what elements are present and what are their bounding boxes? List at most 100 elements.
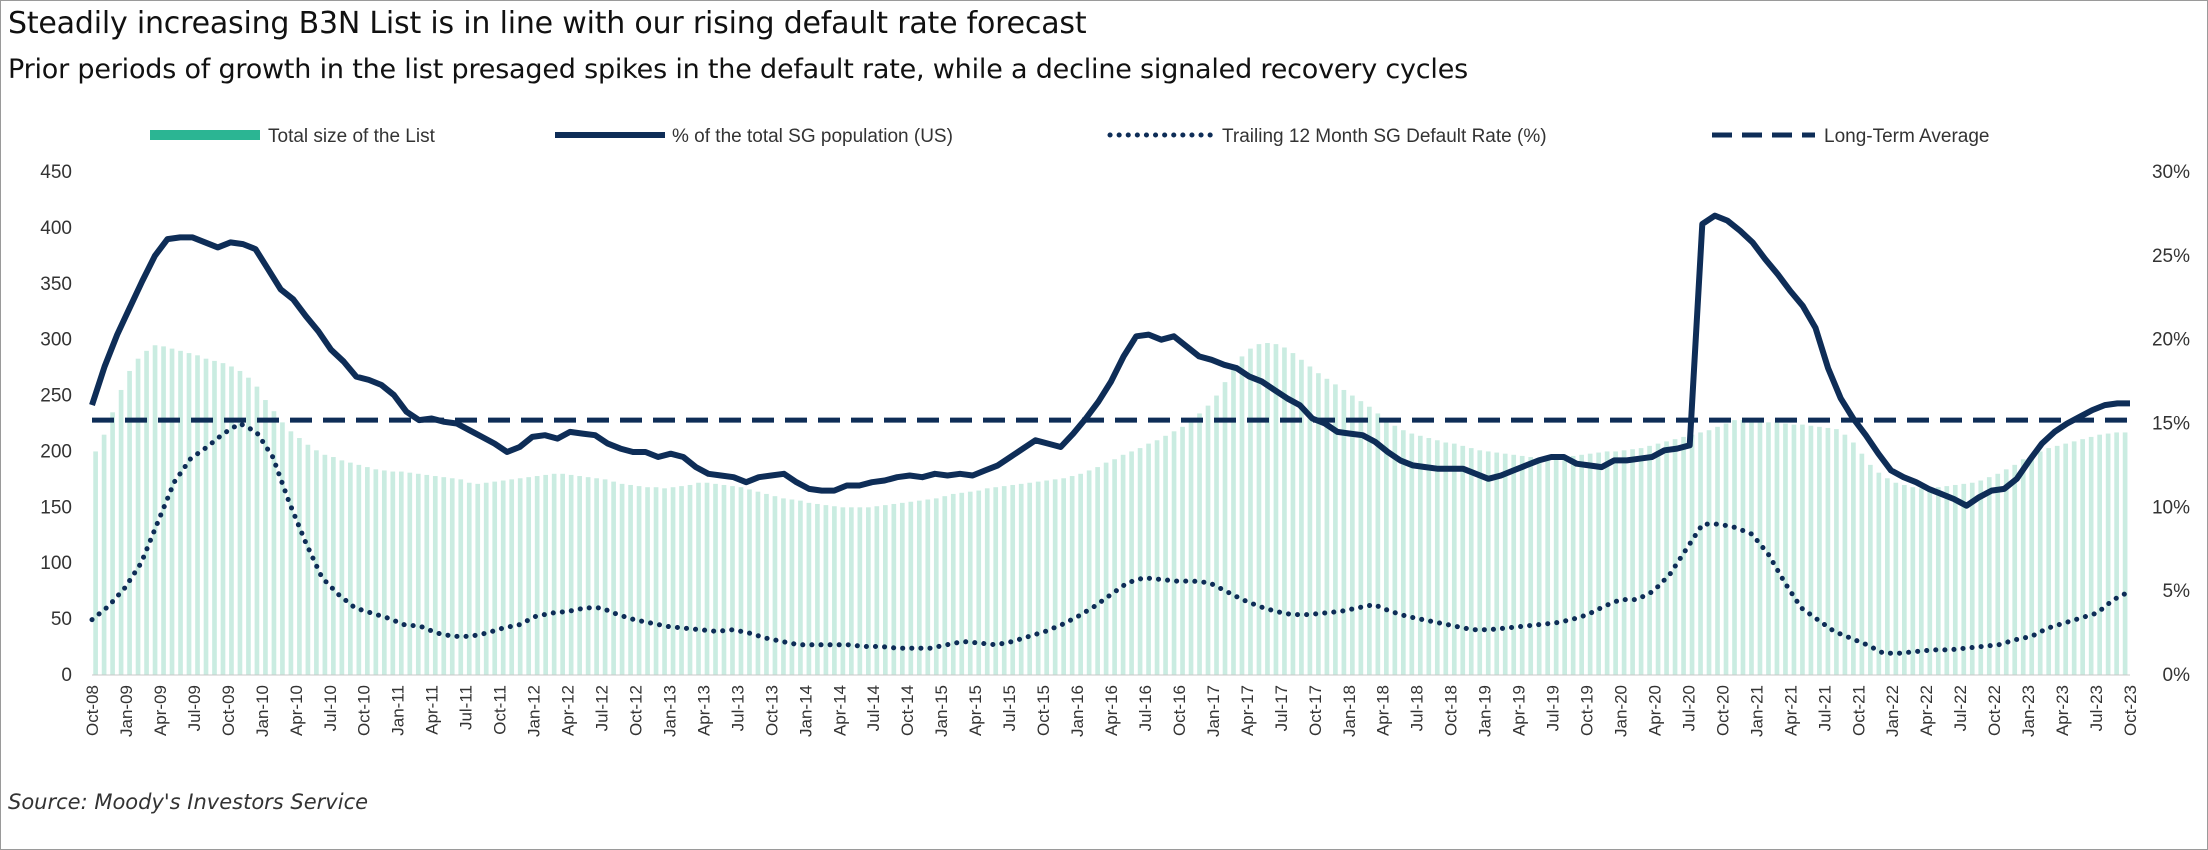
list-size-bar <box>721 484 727 675</box>
list-size-bar <box>1596 452 1601 675</box>
y-left-tick-label: 50 <box>51 609 72 630</box>
list-size-bar <box>1519 455 1525 675</box>
list-size-bar <box>1893 482 1899 675</box>
list-size-bar <box>339 460 345 675</box>
list-size-bar <box>297 438 302 675</box>
list-size-bar <box>220 363 226 675</box>
list-size-bar <box>1902 484 1907 675</box>
list-size-bar <box>1350 395 1355 675</box>
list-size-bar <box>611 481 616 675</box>
x-tick-label: Jul-20 <box>1679 685 1698 731</box>
x-tick-label: Jul-16 <box>1136 685 1155 731</box>
list-size-bar <box>1808 425 1814 675</box>
x-tick-label: Oct-10 <box>355 685 374 736</box>
x-tick-label: Jan-21 <box>1747 685 1766 737</box>
list-size-bar <box>1129 451 1134 675</box>
list-size-bar <box>1706 430 1712 675</box>
list-size-bar <box>1299 359 1304 675</box>
x-tick-label: Oct-23 <box>2121 685 2140 736</box>
list-size-bar <box>1112 459 1117 675</box>
list-size-bar <box>1197 413 1202 675</box>
list-size-bar <box>950 493 956 675</box>
x-tick-label: Apr-09 <box>151 685 170 736</box>
list-size-bar <box>2080 439 2085 675</box>
x-tick-label: Oct-11 <box>491 685 510 735</box>
list-size-bar <box>1061 478 1066 675</box>
list-size-bar <box>585 477 591 675</box>
list-size-bar <box>662 488 667 675</box>
list-size-bar <box>195 355 200 675</box>
list-size-bar <box>2063 443 2069 675</box>
list-size-bar <box>407 472 413 675</box>
list-size-bar <box>747 489 752 675</box>
list-size-bar <box>993 487 999 675</box>
x-tick-label: Apr-14 <box>830 685 849 736</box>
list-size-bar <box>475 483 481 675</box>
list-size-bar <box>543 474 548 675</box>
list-size-bar <box>916 500 922 675</box>
list-size-bar <box>1723 423 1729 675</box>
list-size-bar <box>1052 479 1058 675</box>
chart-svg: 0 50 100 150 200 250 300 350 400 450 0% 5% 10% 15% 20%… <box>40 126 2191 737</box>
list-size-bar <box>1944 486 1950 675</box>
list-size-bar <box>1137 448 1143 675</box>
list-size-bar <box>322 454 328 675</box>
list-size-bar <box>1460 445 1466 675</box>
list-size-bar <box>1188 420 1194 675</box>
list-size-bar <box>1766 422 1771 675</box>
list-size-bar <box>1885 478 1890 675</box>
list-size-bar <box>1341 389 1347 675</box>
y-left-tick-label: 200 <box>40 441 72 462</box>
list-size-bar <box>1528 457 1534 675</box>
y-left-tick-label: 250 <box>40 386 72 407</box>
x-tick-label: Oct-21 <box>1849 685 1868 736</box>
list-size-bar <box>645 487 650 675</box>
x-tick-label: Oct-09 <box>219 685 238 736</box>
list-size-bar <box>1248 348 1253 675</box>
y-right-tick-label: 20% <box>2152 330 2190 351</box>
x-tick-label: Apr-17 <box>1238 685 1257 736</box>
list-size-bar <box>781 498 786 675</box>
x-tick-label: Jan-14 <box>796 685 815 737</box>
x-tick-label: Jan-16 <box>1068 685 1087 737</box>
list-size-bar <box>1579 454 1584 675</box>
x-tick-label: Apr-19 <box>1510 685 1529 736</box>
list-size-bar <box>602 479 608 675</box>
list-size-bar <box>1443 442 1449 675</box>
list-size-bar <box>517 478 523 675</box>
list-size-bar <box>186 353 192 675</box>
y-left-tick-label: 300 <box>40 330 72 351</box>
list-size-bar <box>280 422 285 675</box>
list-size-bar <box>1613 451 1618 675</box>
y-left-tick-label: 450 <box>40 162 72 183</box>
list-size-bar <box>696 482 701 675</box>
list-size-bar <box>1010 484 1016 675</box>
list-size-bar <box>1290 353 1296 675</box>
list-size-bar <box>1986 477 1992 675</box>
y-right-tick-label: 5% <box>2163 581 2191 602</box>
list-size-bar <box>432 476 438 675</box>
list-size-bar <box>568 474 574 675</box>
list-size-bar <box>1468 448 1474 675</box>
list-size-bar <box>1044 480 1050 675</box>
list-size-bar <box>1978 480 1984 675</box>
list-size-bar <box>1952 484 1958 675</box>
list-size-bar <box>229 366 234 675</box>
list-size-bar <box>1239 356 1245 675</box>
x-tick-label: Jul-18 <box>1408 685 1427 731</box>
x-tick-label: Jul-15 <box>1000 685 1019 731</box>
list-size-bar <box>653 487 659 675</box>
list-size-bar <box>1927 488 1933 675</box>
list-size-bar <box>883 505 888 675</box>
list-size-bar <box>1681 436 1686 675</box>
legend-swatch-total-size <box>150 130 260 140</box>
list-size-bar <box>1163 435 1168 675</box>
list-size-bar <box>1154 440 1160 675</box>
list-size-bar <box>1783 423 1788 675</box>
list-size-bar <box>891 503 897 675</box>
list-size-bar <box>1316 373 1321 675</box>
list-size-bar <box>1876 472 1882 675</box>
list-size-bar <box>704 482 710 675</box>
list-size-bar <box>755 491 761 675</box>
legend-label-total-size: Total size of the List <box>268 126 436 147</box>
